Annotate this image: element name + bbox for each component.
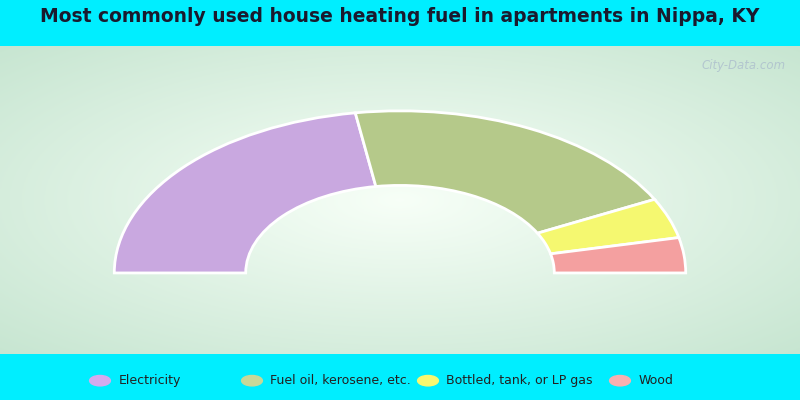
Wedge shape: [550, 238, 686, 273]
Text: Wood: Wood: [638, 374, 674, 387]
Wedge shape: [538, 199, 679, 254]
Text: Bottled, tank, or LP gas: Bottled, tank, or LP gas: [446, 374, 593, 387]
Text: City-Data.com: City-Data.com: [702, 59, 786, 72]
Text: Most commonly used house heating fuel in apartments in Nippa, KY: Most commonly used house heating fuel in…: [40, 7, 760, 26]
Text: Electricity: Electricity: [118, 374, 181, 387]
Text: Fuel oil, kerosene, etc.: Fuel oil, kerosene, etc.: [270, 374, 411, 387]
Wedge shape: [355, 111, 654, 233]
Wedge shape: [114, 113, 376, 273]
